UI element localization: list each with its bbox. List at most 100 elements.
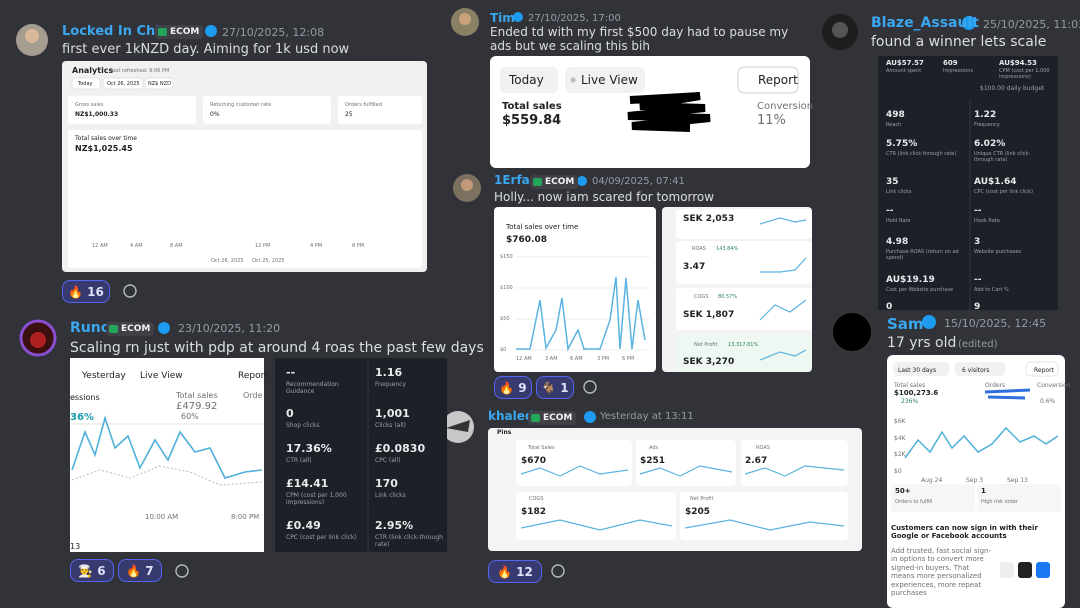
reaction-count: 7 [145, 564, 154, 578]
images: 1.16 [375, 366, 403, 379]
reaction[interactable]: 🔥 9 [494, 376, 532, 399]
images: Add trusted, fast social sign-in options… [891, 547, 991, 597]
images: Orders to fulfill [895, 499, 933, 505]
images: Report [1034, 367, 1054, 374]
images: NZ$1,000.33 [75, 111, 119, 118]
images: $50 [500, 316, 510, 322]
message-text: found a winner lets scale [871, 34, 1047, 50]
images: 2.95% [375, 519, 414, 532]
images: 609 [943, 59, 958, 67]
reaction[interactable]: 🐐 1 [536, 376, 574, 399]
images: $182 [521, 507, 547, 517]
images: 60% [181, 412, 199, 421]
images: 8 PM [352, 243, 365, 249]
images: NZ$1,025.45 [75, 144, 133, 153]
images: SEK 3,270 [683, 357, 735, 367]
message-text: 17 yrs old [887, 335, 957, 351]
role-tag: ECOM [530, 175, 579, 189]
images: SEK 2,053 [683, 214, 735, 224]
role-tag: ECOM [528, 411, 577, 425]
images: COGS [694, 294, 709, 300]
images: $251 [640, 456, 666, 466]
images: Analytics [72, 66, 114, 75]
images: Report [238, 371, 268, 381]
images: Hook Rate [974, 218, 1000, 224]
images: CPM (cost per 1,000 impressions) [286, 492, 347, 507]
images: Website purchases [974, 249, 1022, 255]
images: 8:00 PM [231, 513, 260, 521]
images: $760.08 [506, 235, 547, 245]
reaction-count: 12 [516, 565, 533, 579]
images: 12 PM [255, 243, 271, 249]
images: 5.75% [886, 139, 918, 149]
images: AU$1.64 [974, 177, 1017, 187]
images: ROAS [692, 246, 706, 252]
images: Link clicks [375, 492, 406, 499]
images: $100,273.6 [894, 389, 939, 397]
reaction[interactable]: 🔥 7 [118, 559, 162, 582]
images: CPM (cost per 1,000 impressions) [999, 68, 1050, 80]
images: 80.57% [718, 294, 738, 300]
timestamp: 27/10/2025, 17:00 [528, 13, 621, 24]
images: 0.6% [1040, 398, 1056, 405]
images: 143.84% [716, 246, 739, 252]
author: Sam [887, 315, 924, 333]
images: Orders [985, 382, 1006, 389]
images: Total sales over time [75, 135, 137, 142]
images: £479.92 [176, 401, 218, 412]
reaction-emoji: 🔥 [499, 381, 515, 395]
tag-text: ECOM [170, 27, 200, 37]
images: 4 PM [310, 243, 323, 249]
images: 6.02% [974, 139, 1006, 149]
images: Orde [243, 391, 263, 400]
author: Locked In Chimi [62, 24, 178, 39]
images: Today [509, 73, 544, 87]
images: CTR (all) [286, 457, 312, 464]
images: Sep 3 [966, 477, 984, 484]
images: 6 PM [622, 356, 635, 362]
image[interactable] [878, 56, 1058, 310]
images: Last 30 days [898, 367, 937, 374]
reaction[interactable]: 🧑‍🍳 6 [70, 559, 114, 582]
images: Customers can now sign in with their Goo… [891, 524, 1038, 541]
images: essions [70, 393, 100, 402]
images: Reach [886, 122, 902, 128]
images: Conversion [757, 101, 814, 112]
attachments [62, 56, 1065, 608]
images: 6 AM [570, 356, 583, 362]
images: 8 AM [170, 243, 183, 249]
images: -- [886, 206, 894, 216]
image[interactable] [494, 207, 656, 372]
images: -- [974, 275, 982, 285]
images: 1,001 [375, 407, 410, 420]
reaction[interactable]: 🔥 12 [488, 560, 542, 583]
images: $150 [500, 254, 513, 260]
message-text: Holly... now iam scared for tomorrow [494, 190, 715, 204]
images: 17.36% [286, 442, 332, 455]
images: Recommendation Guidance [286, 381, 339, 396]
images: Gross sales [75, 102, 104, 108]
images: 12 AM [516, 356, 532, 362]
images: Sep 13 [1007, 477, 1028, 484]
add-reaction[interactable] [123, 284, 597, 578]
images: NZ$ NZD [148, 81, 171, 87]
image[interactable] [887, 355, 1065, 608]
reaction[interactable]: 🔥 16 [62, 280, 110, 303]
images: Last refreshed: 9:06 PM [110, 68, 170, 74]
image[interactable] [275, 358, 447, 552]
images: Total Sales [528, 445, 555, 451]
image[interactable] [70, 358, 264, 552]
images: Impressions [943, 68, 973, 74]
author: Blaze_Assault [871, 15, 979, 31]
images: 4.98 [886, 237, 909, 247]
images: Net Profit [694, 342, 718, 348]
images: 13 [70, 542, 81, 551]
images: £14.41 [286, 477, 329, 490]
images: Today [78, 81, 93, 87]
avatar[interactable] [833, 313, 871, 351]
images: -- [974, 206, 982, 216]
images: -- [286, 366, 296, 379]
images: Total sales [176, 391, 218, 400]
reaction-count: 6 [97, 564, 106, 578]
